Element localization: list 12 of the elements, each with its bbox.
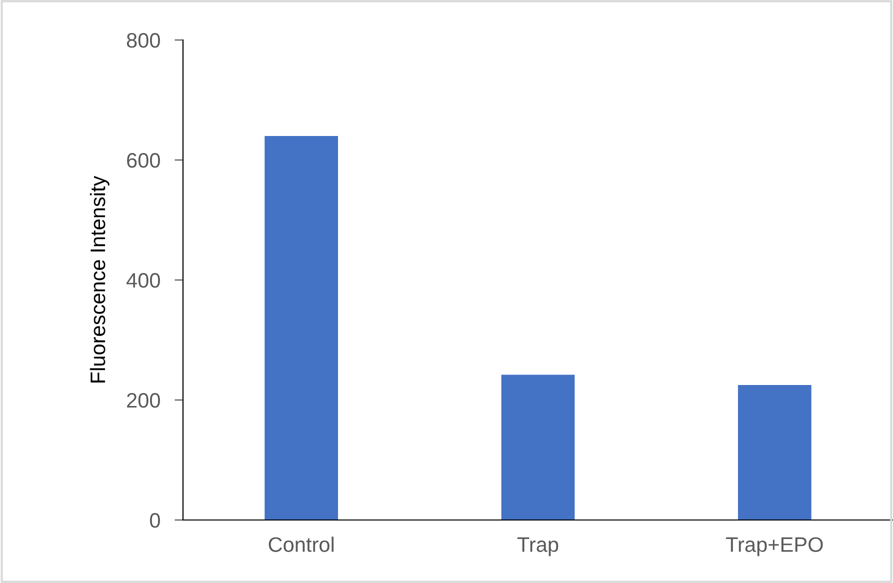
x-tick-label: Control	[268, 536, 334, 552]
x-tick-label: Trap	[517, 537, 558, 556]
y-tick-label: 400	[126, 273, 160, 288]
y-axis-title: Fluorescence Intensity	[90, 176, 110, 382]
y-tick-label: 0	[150, 513, 160, 528]
y-tick-label: 200	[127, 393, 160, 408]
bar	[501, 374, 575, 520]
bar	[264, 136, 338, 520]
x-tick-label: Trap+EPO	[726, 537, 823, 556]
y-tick-label: 800	[126, 33, 160, 48]
bar	[738, 385, 812, 520]
y-tick-label: 600	[127, 153, 160, 168]
